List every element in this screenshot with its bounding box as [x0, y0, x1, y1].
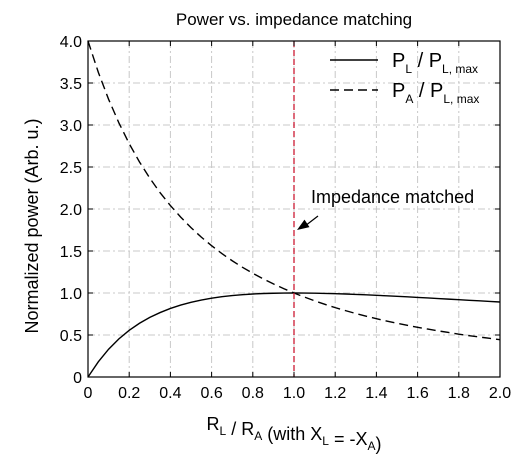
annotation-text: Impedance matched — [311, 187, 474, 207]
legend-label-1: PL / PL, max — [392, 50, 478, 76]
x-tick-label: 1.8 — [448, 385, 470, 402]
y-tick-label: 0 — [73, 370, 82, 387]
y-tick-label: 2.5 — [60, 160, 82, 177]
legend: PL / PL, max PA / PL, max — [330, 50, 479, 106]
y-axis-label: Normalized power (Arb. u.) — [22, 118, 42, 333]
x-tick-label: 0.2 — [118, 385, 140, 402]
axes — [87, 40, 501, 378]
x-tick-label: 2.0 — [489, 385, 511, 402]
x-tick-label: 0.8 — [242, 385, 264, 402]
x-tick-label: 0.6 — [200, 385, 222, 402]
x-tick-labels: 0 0.2 0.4 0.6 0.8 1.0 1.2 1.4 1.6 1.8 2.0 — [84, 385, 512, 402]
y-tick-label: 1.0 — [60, 286, 82, 303]
annotation: Impedance matched — [297, 187, 474, 230]
annotation-arrow-head — [297, 219, 310, 230]
x-tick-label: 1.2 — [324, 385, 346, 402]
legend-label-2: PA / PL, max — [392, 80, 479, 106]
y-tick-label: 3.0 — [60, 118, 82, 135]
x-tick-label: 1.4 — [365, 385, 387, 402]
chart-title: Power vs. impedance matching — [176, 10, 412, 29]
x-tick-label: 1.6 — [406, 385, 428, 402]
x-tick-label: 0 — [84, 385, 93, 402]
x-tick-label: 0.4 — [159, 385, 181, 402]
x-tick-label: 1.0 — [283, 385, 305, 402]
x-axis-label-text: RL / RA (with XL = -XA) — [207, 414, 382, 454]
y-tick-label: 0.5 — [60, 328, 82, 345]
y-tick-label: 3.5 — [60, 76, 82, 93]
y-tick-label: 2.0 — [60, 202, 82, 219]
y-tick-label: 4.0 — [60, 34, 82, 51]
y-tick-label: 1.5 — [60, 244, 82, 261]
y-tick-labels: 0 0.5 1.0 1.5 2.0 2.5 3.0 3.5 4.0 — [60, 34, 82, 387]
x-axis-label: RL / RA (with XL = -XA) — [207, 414, 382, 454]
